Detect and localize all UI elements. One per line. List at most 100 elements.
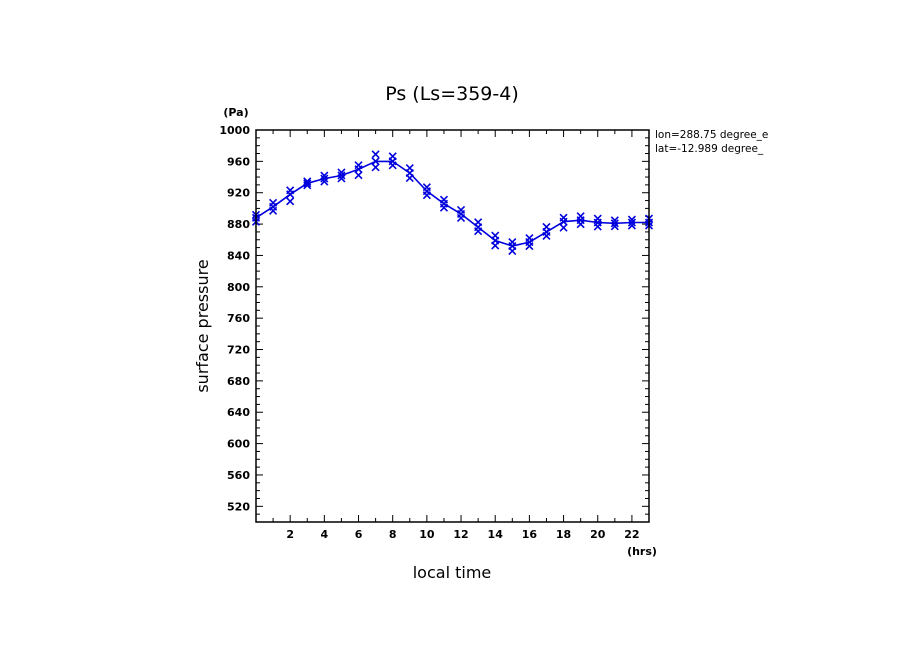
y-tick-label: 1000 — [219, 124, 250, 137]
y-tick-label: 680 — [227, 375, 250, 388]
data-point-marker — [354, 171, 363, 180]
marker-stroke — [439, 199, 449, 208]
marker-stroke — [456, 209, 466, 218]
y-tick-label: 800 — [227, 281, 250, 294]
data-point-marker — [337, 168, 346, 177]
data-point-marker — [303, 181, 312, 190]
marker-stroke — [388, 157, 397, 166]
marker-stroke — [371, 163, 380, 172]
marker-stroke — [405, 169, 414, 178]
x-unit-label: (hrs) — [627, 545, 657, 558]
marker-stroke — [337, 171, 346, 180]
x-tick-label: 14 — [488, 528, 504, 541]
marker-stroke — [320, 174, 329, 183]
axis-ticks: 520 560 600 640 680 720 760 800 840 880 920 960 1000… — [219, 124, 650, 541]
data-point-marker — [371, 150, 380, 159]
data-point-marker — [525, 238, 534, 247]
data-point-marker — [286, 190, 295, 199]
marker-stroke — [593, 218, 602, 227]
marker-stroke — [269, 202, 278, 211]
data-point-marker — [474, 223, 483, 232]
y-tick-label: 920 — [227, 187, 250, 200]
annotation-clip-mask — [780, 125, 904, 160]
data-series — [251, 150, 654, 256]
marker-stroke — [525, 238, 534, 247]
data-point-marker — [320, 174, 329, 183]
y-tick-label: 720 — [227, 344, 250, 357]
marker-stroke — [371, 157, 380, 166]
data-point-marker — [388, 157, 397, 166]
marker-stroke — [303, 179, 312, 188]
x-tick-label: 4 — [321, 528, 329, 541]
chart-title: Ps (Ls=359-4) — [385, 83, 519, 105]
data-point-marker — [320, 171, 329, 180]
marker-stroke — [610, 222, 619, 231]
x-tick-label: 12 — [453, 528, 468, 541]
data-point-marker — [559, 223, 568, 232]
y-tick-label: 960 — [227, 155, 250, 168]
data-point-marker — [269, 202, 278, 211]
marker-stroke — [627, 215, 636, 224]
data-point-marker — [371, 157, 380, 166]
y-axis-label: surface pressure — [193, 259, 212, 392]
x-tick-label: 20 — [590, 528, 606, 541]
y-tick-label: 560 — [227, 469, 250, 482]
marker-stroke — [422, 187, 431, 196]
y-tick-label: 760 — [227, 312, 250, 325]
marker-stroke — [303, 181, 312, 190]
marker-stroke — [286, 197, 295, 206]
data-point-marker — [627, 221, 636, 230]
marker-stroke — [627, 218, 636, 227]
y-tick-label: 840 — [227, 249, 250, 262]
data-point-marker — [320, 177, 329, 186]
data-point-marker — [491, 236, 500, 245]
marker-stroke — [354, 165, 363, 174]
data-point-marker — [456, 209, 466, 218]
plot-frame — [255, 129, 650, 523]
y-tick-label: 640 — [227, 406, 250, 419]
x-axis-label: local time — [413, 563, 492, 582]
data-point-marker — [610, 219, 619, 228]
marker-stroke — [320, 177, 329, 186]
marker-stroke — [491, 236, 500, 245]
marker-stroke — [627, 221, 636, 230]
data-point-marker — [286, 197, 295, 206]
marker-stroke — [337, 174, 346, 183]
data-point-marker — [354, 165, 363, 174]
marker-stroke — [474, 223, 483, 232]
y-unit-label: (Pa) — [223, 106, 248, 119]
x-tick-label: 10 — [419, 528, 435, 541]
data-point-marker — [337, 174, 346, 183]
y-tick-label: 880 — [227, 218, 250, 231]
marker-stroke — [542, 227, 551, 236]
data-point-marker — [371, 163, 380, 172]
marker-stroke — [286, 190, 295, 199]
marker-stroke — [610, 219, 619, 228]
series-line — [255, 160, 649, 247]
marker-stroke — [576, 216, 585, 225]
marker-stroke — [371, 150, 380, 159]
data-point-marker — [542, 227, 551, 236]
data-point-marker — [439, 199, 449, 208]
data-point-marker — [627, 218, 636, 227]
data-point-marker — [508, 241, 517, 251]
data-point-marker — [559, 217, 568, 226]
data-point-marker — [593, 218, 602, 227]
x-tick-label: 2 — [286, 528, 294, 541]
data-point-marker — [422, 187, 431, 196]
annotation-lon: lon=288.75 degree_e — [655, 129, 768, 141]
y-tick-label: 600 — [227, 438, 250, 451]
data-point-marker — [405, 169, 414, 178]
marker-stroke — [508, 241, 517, 251]
marker-stroke — [559, 223, 568, 232]
marker-stroke — [337, 168, 346, 177]
x-tick-label: 8 — [389, 528, 397, 541]
data-point-marker — [576, 216, 585, 225]
x-tick-label: 18 — [556, 528, 571, 541]
data-point-marker — [627, 215, 636, 224]
data-point-marker — [610, 216, 619, 225]
annotation-lat: lat=-12.989 degree_ — [655, 143, 764, 155]
x-tick-label: 22 — [624, 528, 639, 541]
x-tick-label: 6 — [355, 528, 363, 541]
